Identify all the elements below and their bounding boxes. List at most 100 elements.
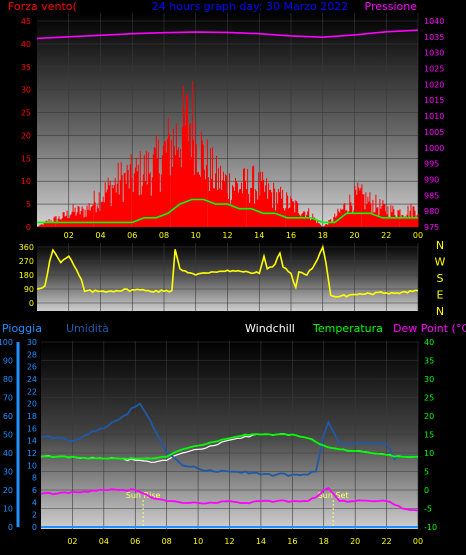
time-tick-label: 20 (349, 231, 359, 240)
temperature-axis-ticks: -10 -5 0 5 10 15 20 25 30 35 40 (424, 338, 437, 532)
temperature-series (40, 433, 419, 461)
compass-label: S (437, 272, 444, 285)
left-axis-label: Forza vento( (8, 0, 77, 13)
time-axis-ticks-lower: 02 04 06 08 10 12 14 16 18 20 22 00 (67, 537, 423, 546)
pressure-tick-label: 990 (424, 175, 439, 184)
rain-tick-label: 0 (8, 523, 13, 532)
humidity-tick-label: 4 (32, 498, 37, 507)
temperature-tick-label: 0 (424, 486, 429, 495)
compass-label: N (436, 305, 444, 318)
temperature-tick-label: 40 (424, 338, 434, 347)
humidity-tick-label: 26 (27, 363, 37, 372)
time-tick-label: 22 (381, 231, 391, 240)
temperature-tick-label: 25 (424, 394, 434, 403)
direction-tick-label: 180 (19, 271, 34, 280)
rain-tick-label: 100 (0, 338, 13, 347)
wind-axis-ticks: 0 5 10 15 20 25 30 35 40 45 (21, 17, 31, 232)
temperature-tick-label: 5 (424, 468, 429, 477)
wind-tick-label: 35 (21, 63, 31, 72)
temperature-tick-label: 30 (424, 375, 434, 384)
sun-marker-label: Sun Set (318, 491, 349, 500)
pressure-tick-label: 1035 (424, 33, 444, 42)
humidity-tick-label: 12 (27, 449, 37, 458)
direction-series (36, 244, 419, 298)
time-tick-label: 08 (162, 537, 172, 546)
pressure-axis-ticks: 975 980 985 990 995 1000 1005 1010 1015 1020 1025 1… (424, 17, 444, 232)
rain-tick-label: 20 (3, 486, 13, 495)
rain-tick-label: 90 (3, 357, 13, 366)
rain-tick-label: 10 (3, 505, 13, 514)
legend-umidita: Umidità (66, 322, 109, 335)
wind-tick-label: 25 (21, 109, 31, 118)
time-tick-label: 16 (286, 231, 296, 240)
wind-tick-label: 40 (21, 40, 31, 49)
time-tick-label: 14 (256, 537, 266, 546)
time-tick-label: 18 (319, 537, 329, 546)
compass-label: N (436, 239, 444, 252)
humidity-tick-label: 6 (32, 486, 37, 495)
wind-pressure-chart: Forza vento( 24 hours graph day: 30 Marz… (8, 0, 444, 240)
compass-label: E (437, 289, 444, 302)
rain-tick-label: 70 (3, 394, 13, 403)
pressure-tick-label: 1010 (424, 112, 444, 121)
humidity-tick-label: 8 (32, 474, 37, 483)
temperature-tick-label: -10 (424, 523, 437, 532)
pressure-tick-label: 1000 (424, 144, 444, 153)
wind-tick-label: 20 (21, 131, 31, 140)
rain-tick-label: 80 (3, 375, 13, 384)
time-tick-label: 00 (413, 537, 423, 546)
right-axis-label: Pressione (365, 0, 418, 13)
humidity-tick-label: 28 (27, 350, 37, 359)
legend-windchill: Windchill (245, 322, 295, 335)
wind-tick-label: 5 (26, 200, 31, 209)
pressure-tick-label: 1025 (424, 65, 444, 74)
time-tick-label: 00 (413, 231, 423, 240)
time-tick-label: 20 (350, 537, 360, 546)
pressure-tick-label: 1005 (424, 128, 444, 137)
pressure-series (36, 29, 419, 40)
wind-tick-label: 15 (21, 154, 31, 163)
time-tick-label: 12 (222, 231, 232, 240)
time-tick-label: 02 (67, 537, 77, 546)
pressure-tick-label: 995 (424, 160, 439, 169)
direction-tick-label: 0 (29, 299, 34, 308)
legend-dew-point: Dew Point (°C) (393, 322, 466, 335)
pressure-tick-label: 1015 (424, 96, 444, 105)
compass-label: W (435, 256, 446, 269)
pressure-tick-label: 975 (424, 223, 439, 232)
humidity-series (40, 402, 419, 477)
time-tick-label: 10 (193, 537, 203, 546)
wind-tick-label: 45 (21, 17, 31, 26)
rain-tick-label: 50 (3, 431, 13, 440)
wind-tick-label: 0 (26, 223, 31, 232)
wind-tick-label: 30 (21, 86, 31, 95)
time-tick-label: 04 (95, 231, 105, 240)
temperature-tick-label: 35 (424, 357, 434, 366)
pressure-tick-label: 1030 (424, 49, 444, 58)
rain-tick-label: 30 (3, 468, 13, 477)
time-tick-label: 14 (254, 231, 264, 240)
time-tick-label: 02 (64, 231, 74, 240)
direction-degree-ticks: 0 90 180 270 360 (19, 243, 34, 308)
time-tick-label: 12 (224, 537, 234, 546)
humidity-tick-label: 16 (27, 424, 37, 433)
time-tick-label: 10 (191, 231, 201, 240)
chart-title: 24 hours graph day: 30 Marzo 2022 (152, 0, 349, 13)
time-tick-label: 22 (381, 537, 391, 546)
pressure-tick-label: 985 (424, 191, 439, 200)
humidity-tick-label: 14 (27, 437, 37, 446)
pressure-tick-label: 1040 (424, 17, 444, 26)
rain-tick-label: 60 (3, 412, 13, 421)
speed-series (37, 198, 418, 224)
grid-temperature (41, 341, 419, 529)
time-tick-label: 18 (318, 231, 328, 240)
humidity-tick-label: 24 (27, 375, 37, 384)
humidity-tick-label: 20 (27, 400, 37, 409)
humidity-tick-label: 0 (32, 523, 37, 532)
pressure-tick-label: 980 (424, 207, 439, 216)
humidity-tick-label: 30 (27, 338, 37, 347)
